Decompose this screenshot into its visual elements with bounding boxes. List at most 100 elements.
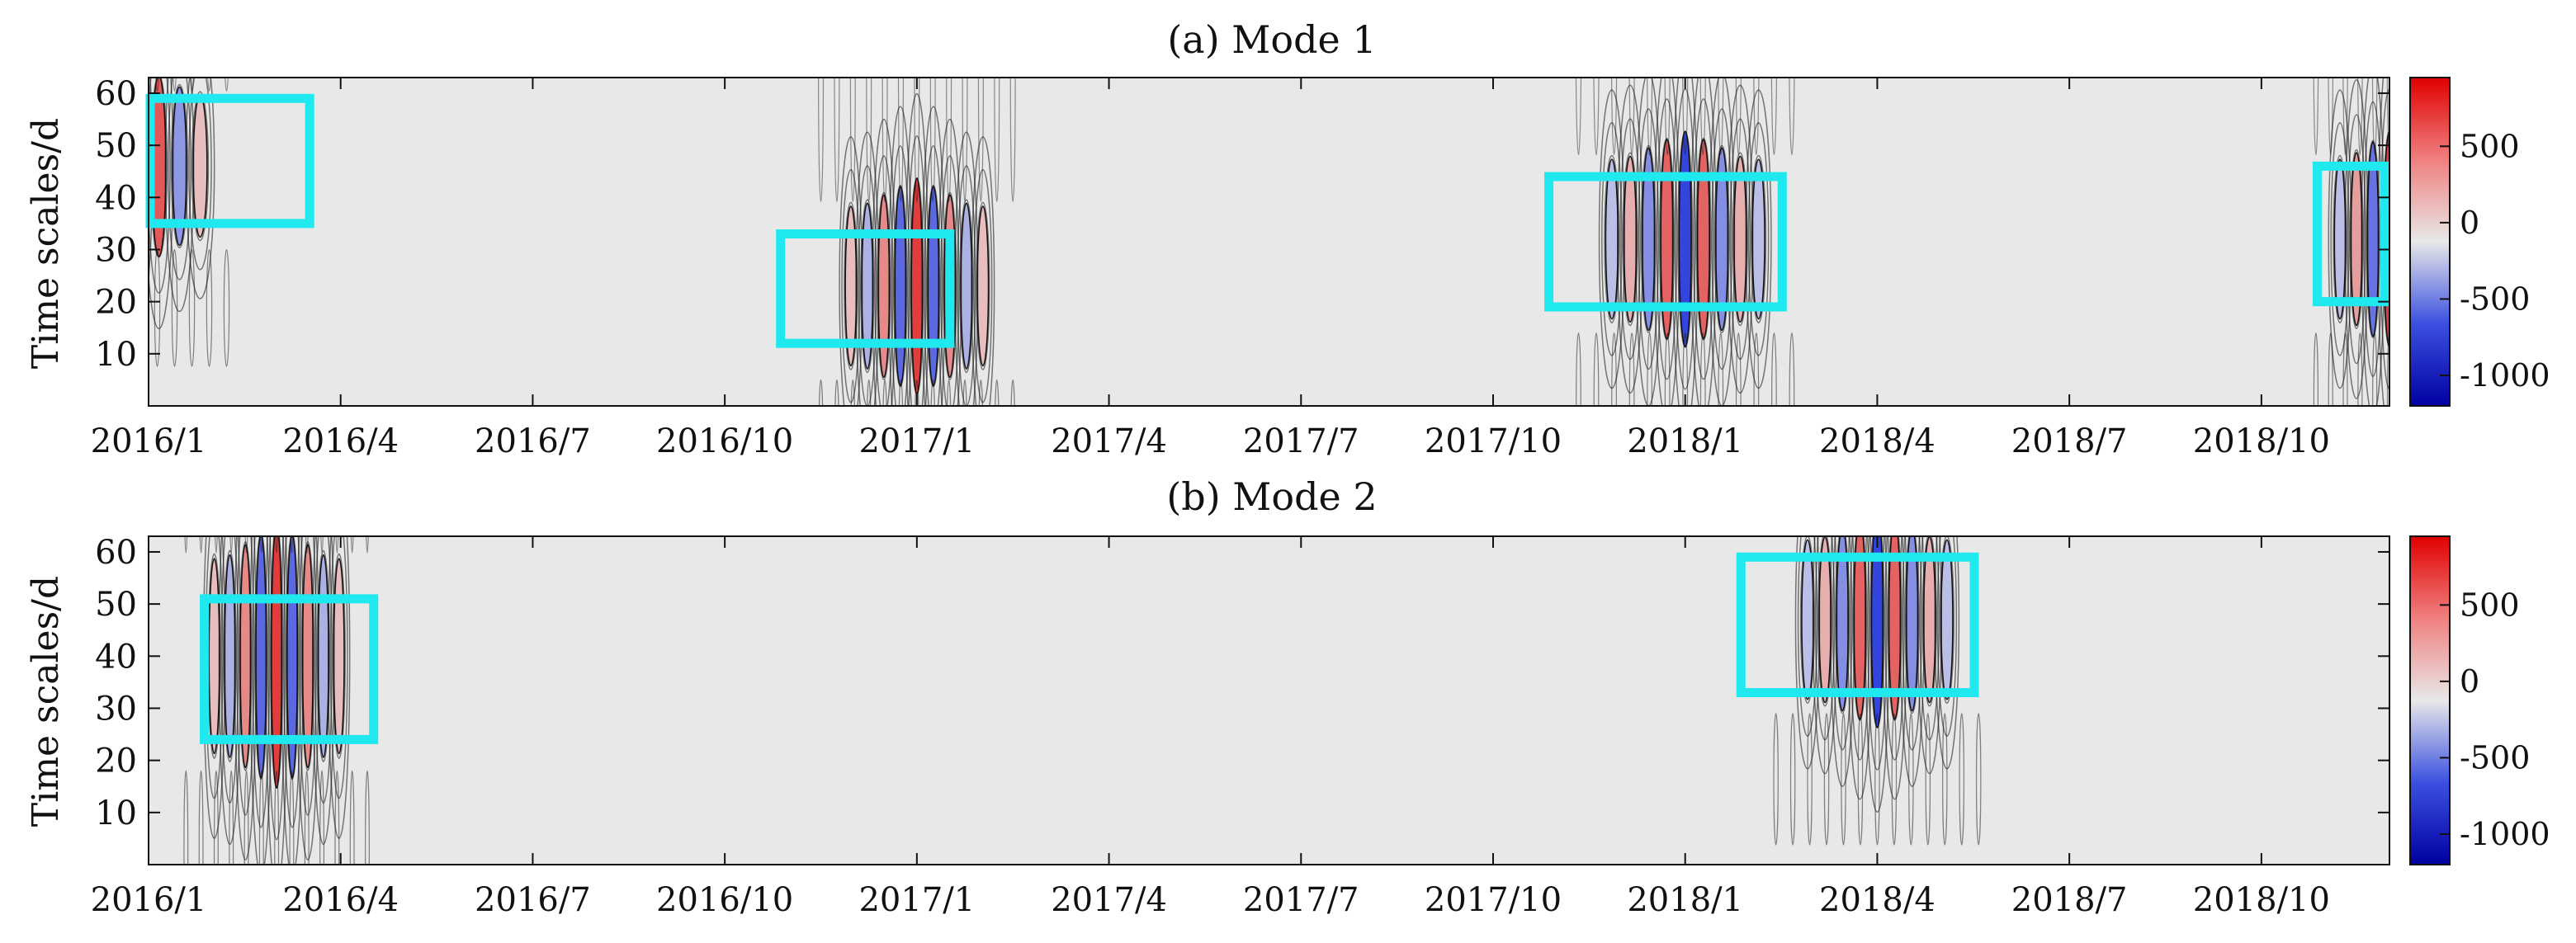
- contour-streak: [190, 78, 194, 92]
- contour-ring: [1711, 108, 1732, 370]
- colorbar-tick-label: 500: [2460, 128, 2520, 164]
- contour-streak: [334, 770, 340, 865]
- oscillation-lobe: [1605, 158, 1619, 320]
- contour-streak: [290, 536, 294, 554]
- contour-ring: [1850, 536, 1870, 761]
- oscillation-lobe: [910, 177, 924, 395]
- oscillation-lobe: [960, 202, 973, 370]
- contour-streak: [225, 78, 229, 92]
- contour-ring: [2349, 149, 2364, 329]
- y-tick-label: 60: [95, 534, 137, 572]
- colorbar: 500 0 -500 -1000: [2409, 535, 2550, 865]
- contour-ring: [1638, 108, 1660, 370]
- contour-ring: [957, 165, 976, 406]
- contour-ring: [2330, 122, 2350, 356]
- y-tick-label: 10: [95, 336, 137, 374]
- contour-ring: [874, 155, 894, 406]
- y-tick-label: 20: [95, 284, 137, 322]
- contour-streak: [866, 78, 872, 202]
- x-tick-label: 2016/1: [91, 422, 207, 460]
- colorbar-tick-label: -500: [2460, 281, 2530, 317]
- contour-streak: [930, 379, 935, 406]
- x-tick-label: 2016/10: [656, 422, 793, 460]
- contour-streak: [1647, 78, 1653, 156]
- contour-streak: [275, 536, 279, 554]
- contour-streak: [1682, 332, 1689, 406]
- contour-streak: [229, 536, 234, 554]
- contour-streak: [962, 379, 967, 406]
- contour-streak: [882, 78, 888, 202]
- contour-streak: [1841, 713, 1846, 846]
- colorbar-tick-label: -1000: [2460, 357, 2550, 394]
- y-tick-label: 30: [95, 690, 137, 728]
- contour-ring: [149, 78, 171, 294]
- highlight-box: [1544, 172, 1787, 312]
- contour-streak: [171, 248, 178, 367]
- contour-ring: [1904, 536, 1920, 714]
- contour-ring: [2333, 154, 2347, 323]
- colorbar-gradient: [2409, 77, 2451, 407]
- contour-ring: [168, 78, 191, 281]
- contour-streak: [274, 770, 280, 865]
- colorbar-tick-label: -1000: [2460, 816, 2550, 852]
- oscillation-lobe: [317, 554, 329, 758]
- contour-streak: [1789, 78, 1795, 156]
- contour-streak: [978, 379, 983, 406]
- y-tick-label: 40: [95, 638, 137, 676]
- contour-streak: [365, 770, 370, 865]
- contour-streak: [1010, 379, 1015, 406]
- x-tick-label: 2016/7: [475, 881, 591, 919]
- highlight-box: [1736, 552, 1979, 698]
- contour-ring: [298, 536, 317, 816]
- contour-streak: [2372, 332, 2378, 406]
- contour-ring: [891, 145, 910, 406]
- contour-streak: [977, 78, 984, 202]
- oscillation-lobe: [192, 94, 208, 238]
- contour-ring: [283, 536, 302, 828]
- contour-streak: [173, 78, 177, 92]
- contour-ring: [1887, 536, 1902, 721]
- contour-streak: [2386, 332, 2389, 406]
- contour-streak: [818, 379, 824, 406]
- contour-ring: [1867, 536, 1888, 771]
- x-tick-label: 2017/1: [858, 881, 975, 919]
- contour-streak: [320, 536, 324, 554]
- plot-area: 10 20 30 40 50 60 2016/1 2016/4 2016/7 2016/10 20…: [91, 75, 2406, 464]
- contour-streak: [1699, 332, 1706, 406]
- contour-streak: [1699, 78, 1706, 156]
- oscillation-lobe: [927, 186, 940, 387]
- contour-streak: [1753, 78, 1760, 156]
- colorbar-tick-label: -500: [2460, 739, 2530, 776]
- y-tick-label: 10: [95, 794, 137, 832]
- contour-streak: [867, 379, 872, 406]
- contour-streak: [2357, 332, 2363, 406]
- contour-streak: [198, 770, 204, 865]
- contour-streak: [1664, 78, 1671, 156]
- x-tick-label: 2016/10: [656, 881, 793, 919]
- contour-ring: [1751, 154, 1767, 323]
- contour-streak: [229, 770, 234, 865]
- contour-streak: [2357, 78, 2363, 156]
- contour-streak: [1891, 713, 1898, 846]
- colorbar-tick-layer: 500 0 -500 -1000: [2440, 587, 2550, 852]
- contour-streak: [1789, 713, 1796, 846]
- oscillation-lobe: [239, 544, 252, 769]
- contour-streak: [289, 770, 295, 865]
- contour-streak: [929, 78, 936, 202]
- contour-streak: [2402, 333, 2406, 464]
- highlight-box: [776, 229, 955, 348]
- contour-streak: [1647, 332, 1653, 406]
- contour-streak: [207, 78, 211, 92]
- contour-streak: [2342, 332, 2348, 406]
- contour-streak: [1908, 713, 1914, 846]
- highlight-box-layer: [145, 93, 2389, 348]
- contour-ring: [239, 541, 253, 771]
- x-tick-label: 2018/1: [1627, 422, 1743, 460]
- contour-ring: [1656, 98, 1678, 380]
- contour-streak: [1593, 332, 1600, 406]
- contour-streak: [1628, 332, 1635, 406]
- plot-frame: [148, 535, 2390, 865]
- contour-ring: [1713, 144, 1730, 333]
- x-tick-label: 2016/7: [475, 422, 591, 460]
- contour-streak: [2371, 78, 2378, 156]
